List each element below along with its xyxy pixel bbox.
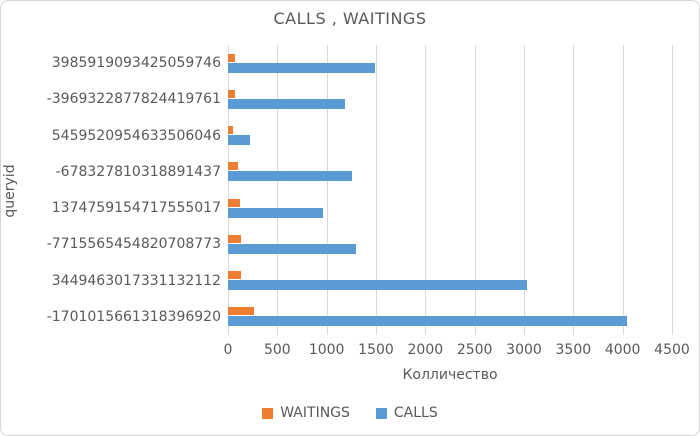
plot-area [228,45,673,335]
waitings-bar [228,198,240,207]
x-axis-ticks: 0 500 1000 1500 2000 2500 3000 3500 4000 4500 [224,342,690,360]
category-band [228,45,672,81]
legend-swatch-icon [262,407,274,419]
category-band [228,226,672,262]
category-band [228,81,672,117]
category-label: 3985919093425059746 [51,55,221,72]
category-label: -1701015661318396920 [46,308,221,325]
category-label: 5459520954633506046 [51,127,221,144]
category-band [228,154,672,190]
legend-label: CALLS [393,405,438,421]
category-band [228,299,672,335]
gridline [277,45,279,335]
calls-bar [228,171,352,182]
gridline [474,45,476,335]
category-label: 3449463017331132112 [51,272,221,289]
category-axis-labels: 3985919093425059746 -3969322877824419761 5… [1,45,221,335]
calls-bar [228,243,357,254]
x-tick-label: 3500 [555,342,592,358]
gridline [622,45,624,335]
x-tick-label: 2500 [456,342,493,358]
calls-bar [228,207,324,218]
waitings-bar [228,89,235,98]
legend-item-calls: CALLS [375,405,438,421]
waitings-bar [228,271,241,280]
waitings-bar [228,126,234,135]
waitings-bar [228,162,238,171]
category-label: -3969322877824419761 [46,91,221,108]
gridline [523,45,525,335]
legend-label: WAITINGS [280,405,350,421]
waitings-bar [228,307,255,316]
x-tick-label: 4500 [654,342,690,358]
x-tick-label: 500 [263,342,291,358]
x-tick-label: 3000 [506,342,542,358]
category-label: -7715565454820708773 [46,236,221,253]
category-band [228,263,672,299]
x-tick-label: 4000 [604,342,641,358]
gridline [326,45,328,335]
waitings-bar [228,234,241,243]
calls-bar [228,316,627,327]
category-label: -678327810318891437 [55,163,221,180]
x-tick-label: 1000 [308,342,345,358]
legend-item-waitings: WAITINGS [262,405,350,421]
x-tick-label: 2000 [407,342,444,358]
category-band [228,118,672,154]
x-tick-label: 0 [223,342,233,358]
legend: WAITINGS CALLS [1,405,699,421]
calls-bar [228,98,346,109]
category-label: 1374759154717555017 [51,200,221,217]
calls-bar [228,280,527,291]
gridline [573,45,575,335]
chart-title: CALLS , WAITINGS [273,9,427,28]
waitings-bar [228,53,235,62]
calls-bar [228,62,375,73]
gridline [228,45,229,335]
legend-swatch-icon [375,407,387,419]
gridline [375,45,377,335]
calls-bar [228,135,250,146]
gridline [672,45,673,335]
category-band [228,190,672,226]
x-tick-label: 1500 [358,342,394,358]
x-axis-title: Колличество [402,367,498,383]
gridline [425,45,427,335]
